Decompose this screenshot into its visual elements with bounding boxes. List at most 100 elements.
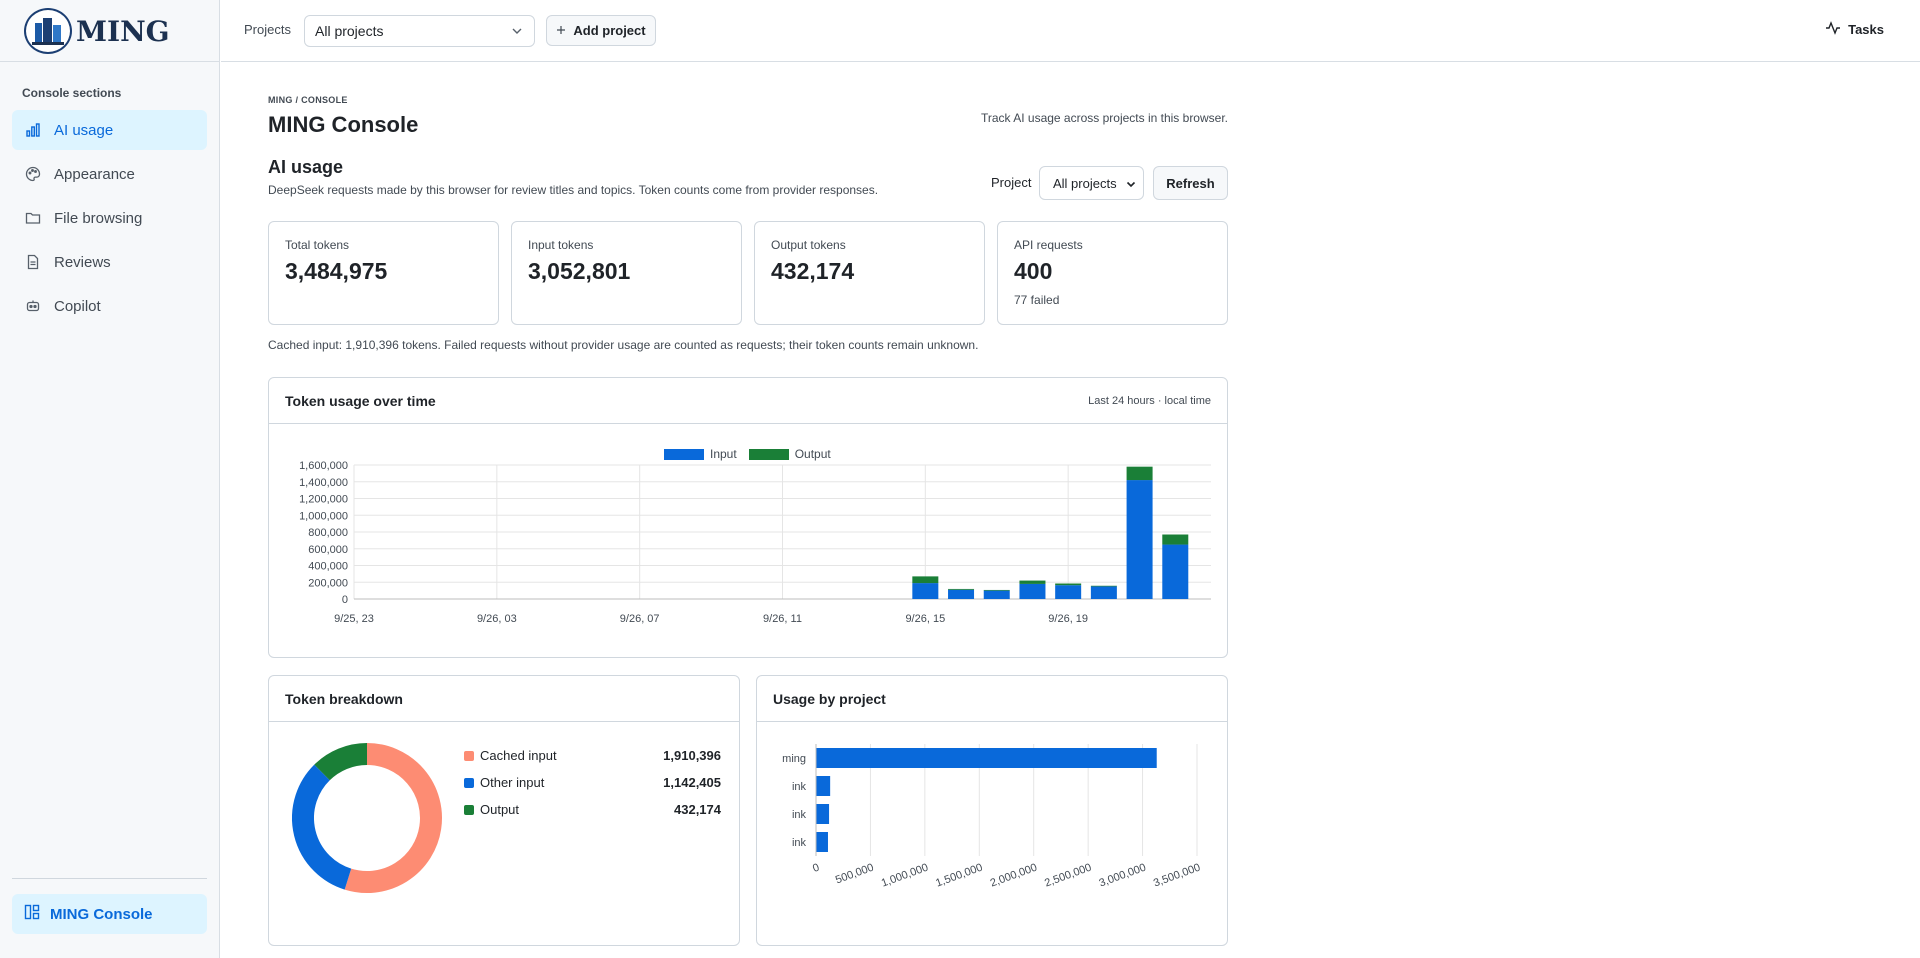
brand-logo[interactable]: MING bbox=[24, 8, 170, 54]
folder-icon bbox=[24, 209, 42, 227]
y-tick-label: ming bbox=[782, 753, 806, 765]
bar-input bbox=[912, 583, 939, 599]
breakdown-value: 1,910,396 bbox=[663, 748, 721, 763]
sidebar-nav: AI usage Appearance File browsing Review… bbox=[12, 110, 207, 330]
x-tick-label: 9/26, 15 bbox=[905, 613, 945, 625]
x-tick-label: 1,000,000 bbox=[880, 862, 930, 890]
y-tick-label: 1,200,000 bbox=[299, 494, 348, 506]
legend-swatch bbox=[748, 448, 789, 460]
breakdown-donut bbox=[292, 743, 442, 893]
console-link[interactable]: MING Console bbox=[12, 894, 207, 934]
bar-output bbox=[1055, 583, 1082, 586]
sidebar-divider bbox=[0, 61, 220, 62]
legend-item-output[interactable]: Output bbox=[748, 447, 831, 461]
stat-value: 3,052,801 bbox=[528, 258, 631, 284]
stat-label: API requests bbox=[1014, 238, 1083, 252]
legend-swatch bbox=[664, 448, 704, 460]
y-tick-label: 200,000 bbox=[308, 577, 348, 589]
stat-output-tokens: Output tokens 432,174 bbox=[754, 221, 985, 325]
breakdown-value: 1,142,405 bbox=[663, 775, 721, 790]
project-bar bbox=[816, 804, 830, 824]
building-logo-icon bbox=[24, 8, 72, 54]
sidebar-section-title: Console sections bbox=[22, 86, 122, 100]
donut-slice bbox=[314, 743, 368, 781]
sidebar-item-copilot[interactable]: Copilot bbox=[12, 286, 207, 326]
bar-input bbox=[1019, 583, 1046, 599]
bar-output bbox=[1090, 585, 1117, 587]
tasks-button[interactable]: Tasks bbox=[1825, 21, 1884, 38]
breakdown-value: 432,174 bbox=[674, 802, 721, 817]
breakdown-item-other-input: Other input 1,142,405 bbox=[464, 769, 721, 796]
breakdown-label: Other input bbox=[480, 775, 545, 790]
bar-output bbox=[983, 589, 1010, 591]
sidebar-item-label: AI usage bbox=[54, 121, 114, 139]
sidebar-item-file-browsing[interactable]: File browsing bbox=[12, 198, 207, 238]
bar-output bbox=[1162, 534, 1189, 545]
x-tick-label: 9/26, 19 bbox=[1048, 613, 1088, 625]
card-title: Usage by project bbox=[773, 690, 886, 707]
sidebar-item-ai-usage[interactable]: AI usage bbox=[12, 110, 207, 150]
chart-legend: Input Output bbox=[664, 447, 831, 461]
legend-label: Input bbox=[710, 447, 737, 461]
bar-output bbox=[1019, 580, 1046, 584]
card-header: Token breakdown bbox=[269, 676, 739, 722]
y-tick-label: ink bbox=[792, 809, 807, 821]
x-tick-label: 2,000,000 bbox=[989, 862, 1039, 890]
cached-input-note: Cached input: 1,910,396 tokens. Failed r… bbox=[268, 338, 979, 352]
bar-input bbox=[983, 590, 1010, 599]
usage-by-project-chart: 0 500,000 1,000,000 1,500,000 2,000,000 2,500… bbox=[782, 744, 1202, 890]
layout-icon bbox=[24, 904, 40, 924]
token-breakdown-card: Token breakdown Cached input 1,910,396 O… bbox=[268, 675, 740, 946]
robot-icon bbox=[24, 297, 42, 315]
legend-swatch bbox=[464, 804, 474, 815]
bar-output bbox=[912, 576, 939, 584]
bar-chart-icon bbox=[24, 121, 42, 139]
bar-input bbox=[1162, 544, 1189, 599]
x-tick-label: 9/26, 07 bbox=[620, 613, 660, 625]
projects-select-value: All projects bbox=[315, 23, 384, 39]
console-link-label: MING Console bbox=[50, 905, 153, 923]
project-filter-label: Project bbox=[991, 175, 1032, 190]
add-project-label: Add project bbox=[573, 23, 646, 38]
section-title: AI usage bbox=[268, 157, 344, 177]
y-tick-label: 400,000 bbox=[308, 561, 348, 573]
legend-item-input[interactable]: Input bbox=[664, 447, 737, 461]
projects-select[interactable]: All projects bbox=[304, 15, 535, 47]
sidebar-footer-divider bbox=[12, 878, 207, 879]
projects-label: Projects bbox=[244, 22, 291, 37]
x-tick-label: 9/25, 23 bbox=[334, 613, 374, 625]
section-description: DeepSeek requests made by this browser f… bbox=[268, 183, 879, 197]
stat-sub: 77 failed bbox=[1014, 293, 1060, 307]
y-tick-label: ink bbox=[792, 781, 807, 793]
bar-input bbox=[1055, 585, 1082, 599]
x-tick-label: 9/26, 11 bbox=[763, 613, 802, 625]
card-title: Token usage over time bbox=[285, 392, 436, 409]
breakdown-item-cached-input: Cached input 1,910,396 bbox=[464, 742, 721, 769]
x-tick-label: 9/26, 03 bbox=[477, 613, 517, 625]
document-icon bbox=[24, 253, 42, 271]
palette-icon bbox=[24, 165, 42, 183]
add-project-button[interactable]: Add project bbox=[546, 15, 656, 46]
stat-value: 3,484,975 bbox=[285, 258, 388, 284]
project-filter-select[interactable]: All projects bbox=[1039, 166, 1144, 200]
breakdown-legend: Cached input 1,910,396 Other input 1,142… bbox=[464, 742, 721, 823]
token-usage-chart: 0 200,000 400,000 600,000 800,000 1,000,000 1,… bbox=[299, 460, 1211, 625]
card-header: Token usage over time Last 24 hours · lo… bbox=[269, 378, 1227, 424]
breadcrumb: MING / CONSOLE bbox=[268, 95, 348, 105]
y-tick-label: 600,000 bbox=[308, 544, 348, 556]
card-title: Token breakdown bbox=[285, 690, 403, 707]
bar-input bbox=[1090, 586, 1117, 599]
token-usage-card: Token usage over time Last 24 hours · lo… bbox=[268, 377, 1228, 658]
sidebar-item-reviews[interactable]: Reviews bbox=[12, 242, 207, 282]
usage-by-project-card: Usage by project 0 500,000 1,000,000 1,500,… bbox=[756, 675, 1228, 946]
bar-input bbox=[1126, 480, 1153, 599]
sidebar-item-label: Appearance bbox=[54, 165, 135, 183]
refresh-button[interactable]: Refresh bbox=[1153, 166, 1228, 200]
sidebar-item-appearance[interactable]: Appearance bbox=[12, 154, 207, 194]
x-tick-label: 1,500,000 bbox=[934, 862, 984, 890]
bar-output bbox=[1126, 466, 1153, 481]
stat-api-requests: API requests 400 77 failed bbox=[997, 221, 1228, 325]
activity-icon bbox=[1825, 21, 1841, 38]
plus-icon bbox=[556, 23, 566, 38]
x-tick-label: 2,500,000 bbox=[1043, 862, 1093, 890]
